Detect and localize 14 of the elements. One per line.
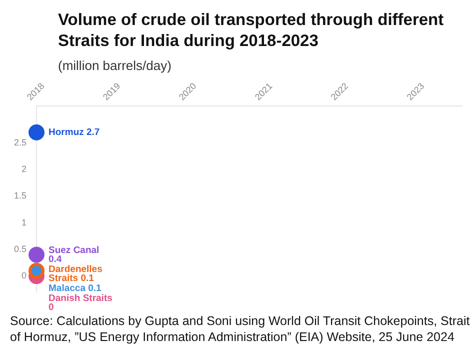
series-label: Suez Canal 0.4 xyxy=(48,244,100,265)
y-tick-label: 2 xyxy=(21,164,27,174)
y-tick-label: 0.5 xyxy=(14,244,27,254)
series-label: Dardenelles Straits 0.1 xyxy=(48,264,102,284)
y-tick-label: 1.5 xyxy=(14,190,27,201)
y-tick-label: 2.5 xyxy=(14,138,27,148)
source-note: Source: Calculations by Gupta and Soni using World Oil Transit Chokepoints, Strait of Hormuz, ”US Energy Information Administration” (EIA) Website, 25 June 2024 xyxy=(10,313,470,345)
series-label: Hormuz 2.7 xyxy=(48,127,100,138)
series-label: Malacca 0.1 xyxy=(48,282,102,294)
y-tick-label: 1 xyxy=(21,217,27,228)
chart-title: Volume of crude oil transported through different Straits for India during 2018-2023 xyxy=(58,10,445,52)
series-label: Danish Straits 0 xyxy=(48,292,112,313)
chart-subtitle: (million barrels/day) xyxy=(58,58,172,73)
y-tick-label: 0 xyxy=(21,270,27,281)
